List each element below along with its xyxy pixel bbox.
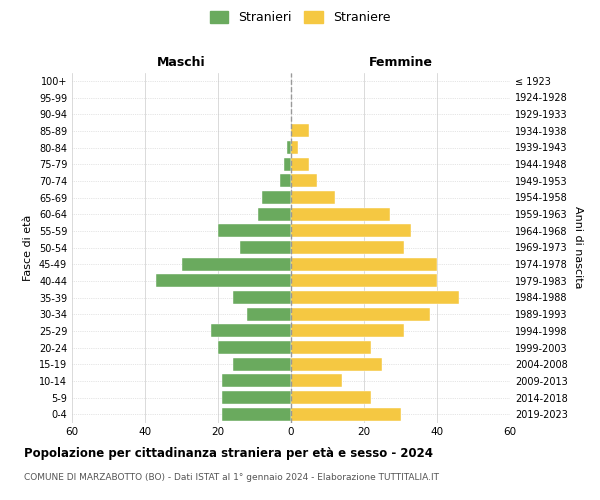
Bar xyxy=(221,391,291,404)
Text: Femmine: Femmine xyxy=(368,56,433,69)
Bar xyxy=(291,408,401,420)
Bar xyxy=(291,158,309,170)
Bar xyxy=(291,308,430,320)
Bar xyxy=(211,324,291,338)
Bar xyxy=(240,241,291,254)
Bar xyxy=(284,158,291,170)
Bar xyxy=(291,174,317,188)
Bar xyxy=(291,141,298,154)
Bar xyxy=(218,224,291,237)
Text: COMUNE DI MARZABOTTO (BO) - Dati ISTAT al 1° gennaio 2024 - Elaborazione TUTTITA: COMUNE DI MARZABOTTO (BO) - Dati ISTAT a… xyxy=(24,472,439,482)
Bar xyxy=(182,258,291,270)
Bar xyxy=(291,291,459,304)
Y-axis label: Fasce di età: Fasce di età xyxy=(23,214,33,280)
Bar xyxy=(291,358,382,370)
Bar xyxy=(291,374,342,388)
Bar xyxy=(291,324,404,338)
Bar xyxy=(221,408,291,420)
Bar xyxy=(291,191,335,204)
Bar xyxy=(291,341,371,354)
Legend: Stranieri, Straniere: Stranieri, Straniere xyxy=(205,6,395,29)
Text: Maschi: Maschi xyxy=(157,56,206,69)
Bar xyxy=(291,258,437,270)
Bar xyxy=(291,274,437,287)
Bar xyxy=(233,358,291,370)
Y-axis label: Anni di nascita: Anni di nascita xyxy=(573,206,583,288)
Bar xyxy=(291,224,412,237)
Bar xyxy=(291,208,389,220)
Bar xyxy=(280,174,291,188)
Bar xyxy=(291,124,309,138)
Bar xyxy=(262,191,291,204)
Bar xyxy=(291,241,404,254)
Bar xyxy=(287,141,291,154)
Bar xyxy=(258,208,291,220)
Bar xyxy=(156,274,291,287)
Bar xyxy=(291,391,371,404)
Bar xyxy=(247,308,291,320)
Bar xyxy=(218,341,291,354)
Bar xyxy=(221,374,291,388)
Text: Popolazione per cittadinanza straniera per età e sesso - 2024: Popolazione per cittadinanza straniera p… xyxy=(24,448,433,460)
Bar xyxy=(233,291,291,304)
